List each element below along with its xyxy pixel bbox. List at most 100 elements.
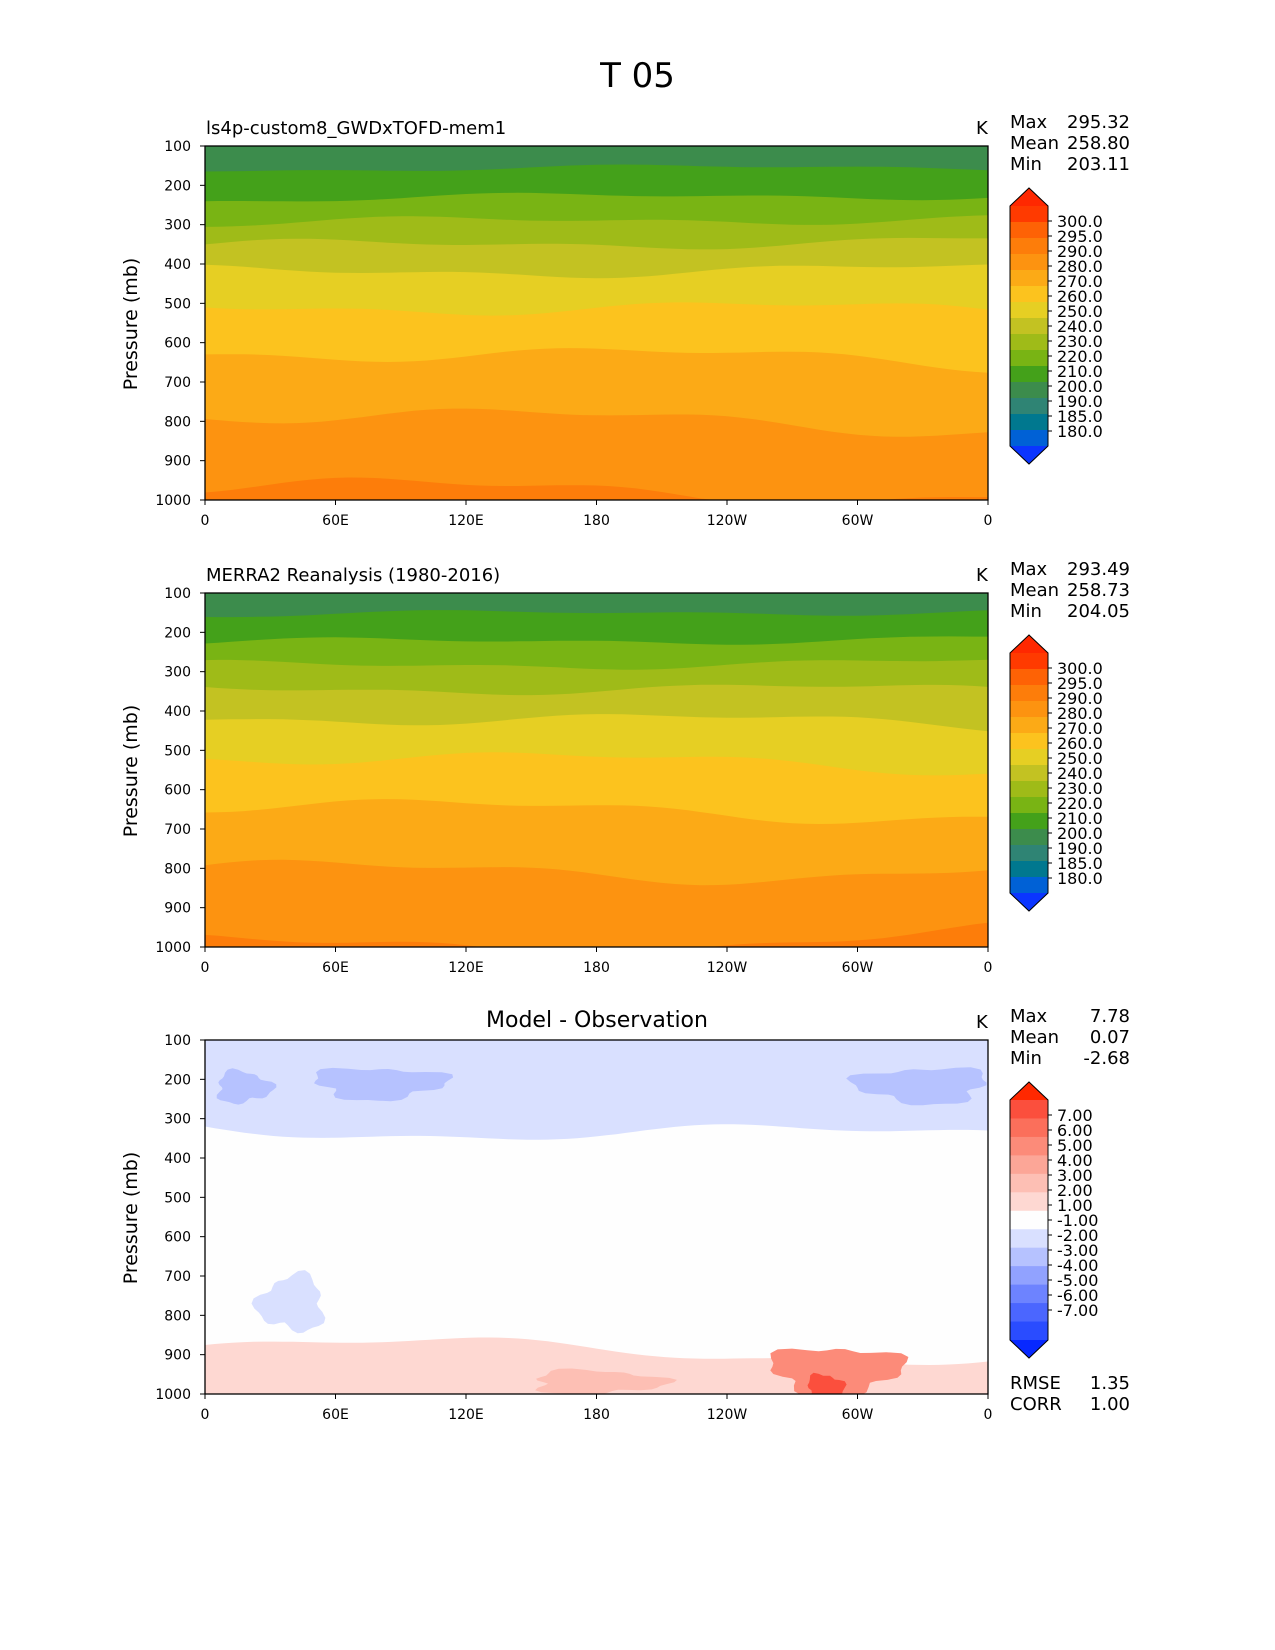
colorbar-outline xyxy=(1009,1081,1049,1359)
colorbar-swatch xyxy=(1010,749,1048,766)
colorbar-label: 280.0 xyxy=(1057,257,1103,276)
colorbar-label: 220.0 xyxy=(1057,794,1103,813)
contour-band xyxy=(205,636,988,947)
stat-min: Min 204.05 xyxy=(1010,601,1130,622)
axes-1: 100 200 300 400 500 600 700 800 900 1000 0 60E 120E 1… xyxy=(155,586,992,976)
contour-band xyxy=(205,146,988,500)
colorbar-swatch xyxy=(1010,1321,1048,1341)
colorbar-label: 270.0 xyxy=(1057,272,1103,291)
stat-rmse: RMSE 1.35 xyxy=(1010,1373,1130,1394)
y-axis-label-model: Pressure (mb) xyxy=(120,257,142,391)
contour-band xyxy=(205,302,988,500)
y-tick-label: 600 xyxy=(164,1230,191,1246)
stat-name: Min xyxy=(1010,601,1042,622)
colorbar-swatch xyxy=(1010,270,1048,287)
colorbar-label: -7.00 xyxy=(1057,1301,1098,1320)
stat-max: Max 295.32 xyxy=(1010,112,1130,133)
stat-name: Mean xyxy=(1010,580,1060,601)
colorbar-label: 4.00 xyxy=(1057,1151,1093,1170)
contour-band xyxy=(205,477,988,500)
colorbar-outline xyxy=(1009,634,1049,912)
panel-units-model: K xyxy=(976,118,988,139)
colorbar-swatch xyxy=(1010,1118,1048,1138)
colorbar-label: -4.00 xyxy=(1057,1256,1098,1275)
x-tick-label: 0 xyxy=(201,513,210,529)
colorbar-swatch xyxy=(1010,685,1048,702)
stat-value: 203.11 xyxy=(1067,154,1130,175)
y-tick-label: 300 xyxy=(164,1112,191,1128)
contour-region xyxy=(216,1068,277,1105)
colorbar-extend-bottom xyxy=(1010,893,1048,911)
y-tick-label: 500 xyxy=(164,1190,191,1206)
stat-name: Max xyxy=(1010,559,1048,580)
x-tick-label: 0 xyxy=(984,513,993,529)
colorbar-swatch xyxy=(1010,877,1048,894)
stat-value: 293.49 xyxy=(1067,559,1130,580)
colorbar-swatch xyxy=(1010,765,1048,782)
axes-0: 100 200 300 400 500 600 700 800 900 1000 0 60E 120E 1… xyxy=(155,139,992,529)
x-tick-label: 0 xyxy=(984,960,993,976)
colorbar-label: 185.0 xyxy=(1057,854,1103,873)
plot-frame xyxy=(204,1039,989,1395)
colorbar-swatch xyxy=(1010,334,1048,351)
stats-box-diff: Max 7.78 Mean 0.07 Min -2.68 xyxy=(1010,1006,1130,1072)
colorbar-swatch xyxy=(1010,318,1048,335)
panel-title-diff: Model - Observation xyxy=(486,1008,708,1033)
x-tick-label: 120W xyxy=(707,513,748,529)
colorbar-label: 240.0 xyxy=(1057,317,1103,336)
colorbar-label: 190.0 xyxy=(1057,839,1103,858)
colorbar-label: 290.0 xyxy=(1057,242,1103,261)
figure-title: T 05 xyxy=(600,56,675,96)
x-tick-label: 0 xyxy=(201,960,210,976)
contour-band xyxy=(205,264,988,500)
colorbar-label: -3.00 xyxy=(1057,1241,1098,1260)
stat-name: RMSE xyxy=(1010,1373,1061,1394)
contour-band xyxy=(205,659,988,947)
x-tick-label: 60W xyxy=(842,1407,874,1423)
y-tick-label: 1000 xyxy=(155,940,191,956)
colorbar-swatch xyxy=(1010,701,1048,718)
colorbar-swatch xyxy=(1010,414,1048,431)
colorbar-swatch xyxy=(1010,1247,1048,1267)
stats-box-model: Max 295.32 Mean 258.80 Min 203.11 xyxy=(1010,112,1130,178)
x-tick-label: 0 xyxy=(984,1407,993,1423)
colorbar-label: -1.00 xyxy=(1057,1211,1098,1230)
y-tick-label: 800 xyxy=(164,861,191,877)
y-tick-label: 1000 xyxy=(155,1387,191,1403)
colorbar-swatch xyxy=(1010,430,1048,447)
colorbar-swatch xyxy=(1010,1100,1048,1119)
colorbar-swatch xyxy=(1010,222,1048,239)
contour-band xyxy=(205,859,988,947)
stat-min: Min -2.68 xyxy=(1010,1048,1130,1069)
stat-name: Mean xyxy=(1010,133,1060,154)
y-tick-label: 800 xyxy=(164,1308,191,1324)
contour-region xyxy=(846,1067,987,1106)
contour-band xyxy=(205,215,988,500)
colorbar-label: 300.0 xyxy=(1057,212,1103,231)
colorbar-swatch xyxy=(1010,717,1048,734)
stat-value: 258.73 xyxy=(1067,580,1130,601)
stat-name: Max xyxy=(1010,1006,1048,1027)
colorbar-swatch xyxy=(1010,1284,1048,1304)
y-tick-label: 300 xyxy=(164,218,191,234)
stat-value: -2.68 xyxy=(1083,1048,1130,1069)
y-tick-label: 200 xyxy=(164,1072,191,1088)
y-tick-label: 1000 xyxy=(155,493,191,509)
y-tick-label: 400 xyxy=(164,257,191,273)
y-tick-label: 200 xyxy=(164,625,191,641)
stat-mean: Mean 0.07 xyxy=(1010,1027,1130,1048)
colorbar-0: 300.0295.0290.0280.0270.0260.0250.0240.0… xyxy=(1009,187,1103,465)
colorbar-swatch xyxy=(1010,653,1048,670)
y-tick-label: 700 xyxy=(164,1269,191,1285)
x-tick-label: 60E xyxy=(322,1407,349,1423)
x-tick-label: 120E xyxy=(448,513,484,529)
y-tick-label: 800 xyxy=(164,414,191,430)
colorbar-swatch xyxy=(1010,350,1048,367)
colorbar-label: 300.0 xyxy=(1057,659,1103,678)
contour-band xyxy=(205,922,988,947)
contour-region xyxy=(807,1372,847,1394)
colorbar-label: 185.0 xyxy=(1057,407,1103,426)
colorbar-swatch xyxy=(1010,797,1048,814)
colorbar-label: 190.0 xyxy=(1057,392,1103,411)
colorbar-swatch xyxy=(1010,829,1048,846)
